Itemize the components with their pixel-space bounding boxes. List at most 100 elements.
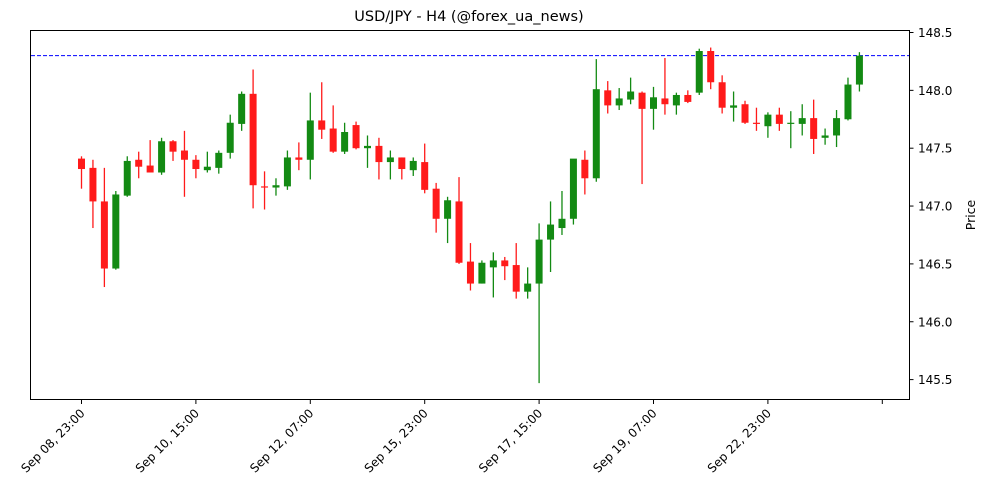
candle-body (375, 145, 383, 163)
candle-body (329, 128, 337, 152)
candle (192, 155, 200, 179)
candle-body (112, 194, 120, 269)
candle-body (386, 157, 394, 163)
candle-body (501, 260, 509, 267)
candle-body (661, 98, 669, 105)
x-tick-label: Sep 17, 15:00 (476, 406, 545, 475)
candle (695, 48, 703, 95)
y-tick-label: 145.5 (918, 373, 952, 387)
candle-body (226, 122, 234, 153)
candle (78, 156, 85, 189)
candle (798, 104, 806, 136)
candle-body (764, 114, 772, 127)
candle (833, 110, 841, 148)
candle (180, 130, 188, 197)
candle (661, 57, 669, 115)
candle-body (672, 94, 680, 106)
candle (89, 159, 97, 229)
plot-area (31, 47, 909, 384)
y-tick-label: 148.5 (918, 26, 952, 40)
candle (821, 128, 829, 145)
candle-body (100, 201, 108, 269)
candle (775, 107, 783, 131)
x-tick-label: Sep 19, 07:00 (590, 406, 659, 475)
candle (615, 88, 623, 111)
candle-body (295, 157, 303, 160)
candle (650, 86, 657, 130)
candle-body (535, 239, 543, 284)
y-tick-label: 147.5 (918, 142, 952, 156)
candle-body (135, 159, 143, 167)
candle-body (169, 141, 177, 152)
candle-body (695, 51, 703, 93)
x-tick-label: Sep 15, 23:00 (362, 406, 431, 475)
candle-body (638, 92, 646, 109)
candle-body (741, 104, 749, 123)
candle-body (489, 260, 497, 268)
candle (112, 191, 120, 270)
candle-body (409, 160, 417, 171)
x-tick-label: Sep 22, 23:00 (705, 406, 774, 475)
candle (158, 137, 166, 175)
candle-body (627, 91, 635, 100)
candle-body (261, 186, 269, 188)
y-tick-label: 147.0 (918, 200, 952, 214)
candle-body (592, 89, 600, 179)
candle-body (798, 118, 806, 124)
candle-body (844, 84, 852, 120)
candle (501, 256, 509, 281)
chart-title: USD/JPY - H4 (@forex_ua_news) (354, 9, 583, 25)
candle-body (421, 162, 429, 190)
candle (364, 135, 371, 168)
candle (226, 114, 234, 159)
candle (581, 150, 589, 195)
candle-body (249, 93, 257, 186)
candle (558, 191, 566, 235)
y-tick-label: 146.5 (918, 257, 952, 271)
candle (638, 91, 646, 185)
candle-body (146, 165, 154, 173)
x-tick-label: Sep 10, 15:00 (133, 406, 202, 475)
candle-body (775, 114, 783, 124)
candle-body (707, 51, 715, 83)
candle-body (341, 132, 349, 152)
candle-body (238, 93, 246, 124)
candle (455, 177, 463, 264)
candle-body (569, 158, 577, 219)
candle (547, 201, 555, 272)
candle-body (123, 160, 131, 196)
candle (386, 150, 394, 180)
candle (592, 59, 600, 182)
candle-body (318, 120, 326, 130)
candle (787, 111, 795, 149)
candle (489, 252, 497, 298)
candle (100, 167, 108, 288)
candle (524, 267, 532, 299)
candle-body (787, 122, 795, 124)
y-axis: 145.5 146.0 146.5 147.0 147.5 148.0 148.5 (909, 26, 952, 387)
plot-frame (30, 30, 910, 400)
candle-body (432, 188, 440, 219)
candle (535, 223, 543, 384)
candle-body (558, 218, 566, 229)
candle (238, 91, 246, 131)
candle-body (833, 118, 841, 136)
candle-body (512, 265, 520, 292)
candle-body (752, 122, 760, 124)
candle (409, 157, 417, 176)
candle (398, 157, 406, 180)
candle (764, 112, 772, 138)
y-tick-label: 146.0 (918, 315, 952, 329)
y-tick-label: 148.0 (918, 84, 952, 98)
candle (421, 143, 429, 194)
candle-body (730, 105, 738, 108)
candle (444, 196, 452, 244)
candle (478, 260, 486, 284)
candle (123, 156, 131, 197)
candle-body (192, 159, 200, 170)
candle-body (180, 150, 188, 160)
candle-body (581, 159, 589, 179)
candle (375, 137, 383, 180)
candle (318, 82, 326, 139)
candle (283, 150, 291, 190)
